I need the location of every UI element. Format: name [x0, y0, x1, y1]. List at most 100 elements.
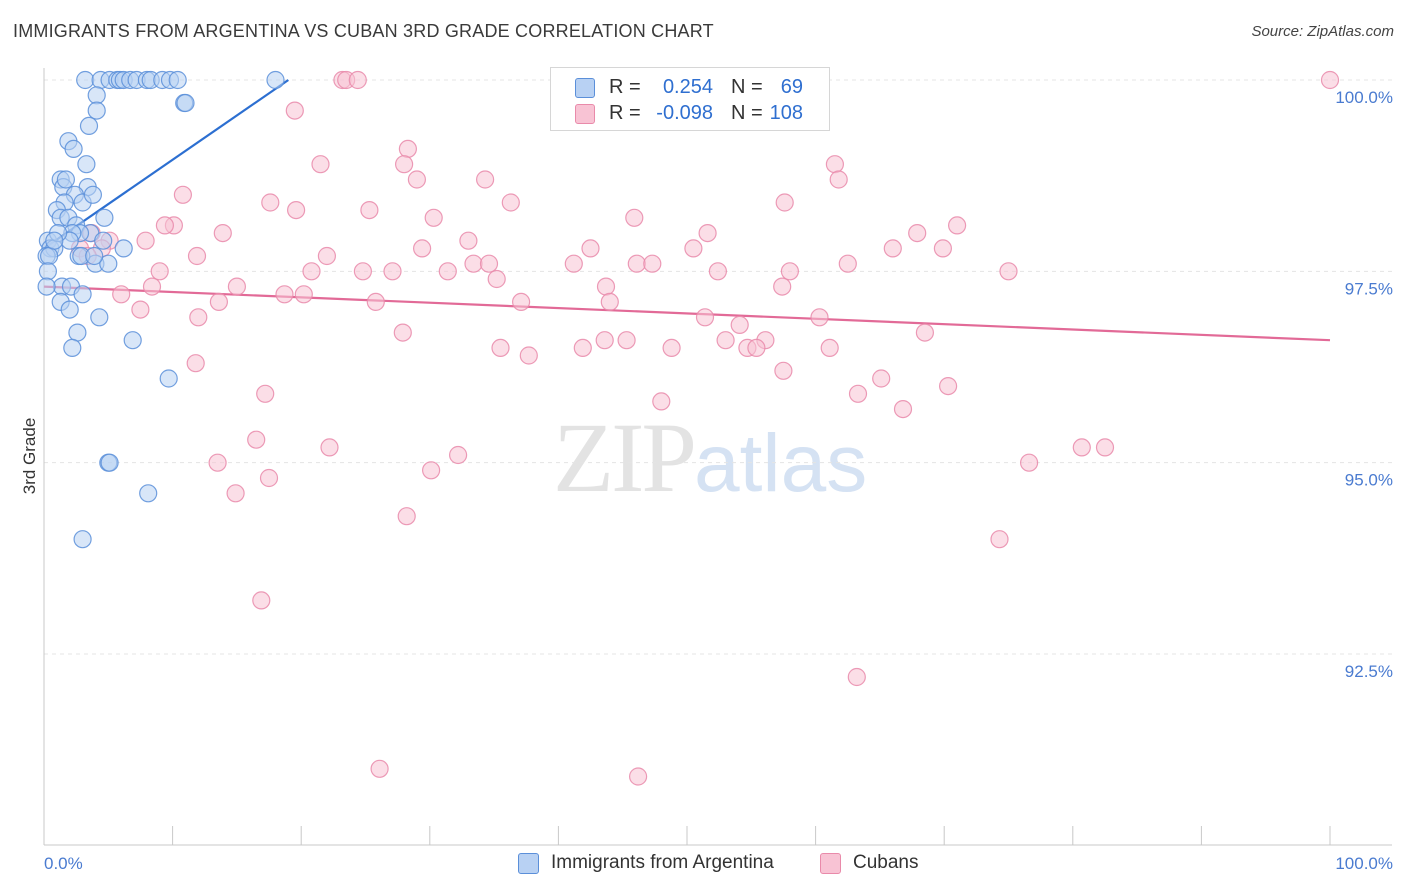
cubans-point: [209, 292, 228, 311]
cubans-point: [213, 224, 232, 243]
x-tick-label-max: 100.0%: [1335, 854, 1393, 873]
cubans-point: [398, 139, 417, 158]
argentina-point: [266, 70, 285, 90]
cubans-point: [459, 231, 478, 250]
x-tick-label-min: 0.0%: [44, 854, 83, 873]
cubans-point: [438, 262, 457, 281]
argentina-point: [123, 331, 142, 350]
cubans-point: [775, 193, 794, 212]
cubans-point: [187, 246, 207, 266]
cubans-point: [227, 277, 246, 296]
cubans-point: [643, 254, 662, 273]
cubans-point: [628, 767, 648, 786]
cubans-point: [208, 453, 227, 472]
argentina-point: [87, 86, 106, 105]
n-label: N =: [731, 102, 763, 124]
cubans-point: [501, 193, 520, 212]
y-tick-label: 92.5%: [1345, 662, 1393, 681]
cubans-point: [595, 331, 614, 350]
watermark-atlas: atlas: [694, 418, 868, 509]
cubans-point: [838, 254, 857, 273]
argentina-swatch: [575, 78, 595, 98]
cubans-point: [652, 392, 671, 411]
argentina-legend-label: Immigrants from Argentina: [551, 852, 774, 873]
cubans-point: [397, 507, 416, 526]
y-tick-label: 100.0%: [1335, 88, 1393, 107]
cubans-point: [829, 170, 848, 189]
argentina-point: [83, 185, 103, 204]
cubans-point: [155, 216, 174, 235]
watermark-zip: ZIP: [553, 402, 697, 513]
cubans-point: [511, 292, 531, 311]
y-axis-label: 3rd Grade: [20, 418, 39, 495]
cubans-point: [366, 292, 385, 311]
grid-layer: [44, 79, 1392, 655]
argentina-point: [39, 246, 59, 266]
argentina-point: [114, 239, 133, 258]
cubans-point: [464, 254, 483, 273]
cubans-point: [698, 224, 717, 243]
n-value: 108: [769, 102, 803, 124]
cubans-point: [625, 208, 644, 227]
cubans-point: [573, 338, 592, 357]
cubans-point: [581, 239, 600, 258]
cubans-point: [780, 262, 800, 281]
cubans-point: [370, 759, 389, 778]
cubans-point: [413, 239, 432, 258]
cubans-point: [136, 231, 155, 250]
argentina-legend-swatch: [518, 853, 539, 874]
cubans-point: [810, 308, 829, 327]
argentina-point: [176, 93, 195, 113]
argentina-point: [45, 231, 64, 250]
watermark: ZIPatlas: [553, 400, 867, 515]
cubans-point: [519, 346, 538, 365]
cubans-point: [259, 468, 279, 488]
label-layer: 100.0% 97.5% 95.0% 92.5% 0.0% 100.0% 3rd Grade: [20, 88, 1393, 873]
trend-layer: [43, 79, 1331, 342]
cubans-point: [872, 369, 891, 388]
r-value: -0.098: [656, 102, 713, 124]
cubans-point: [825, 155, 845, 174]
cubans-point: [684, 239, 703, 258]
cubans-point: [247, 430, 266, 449]
cubans-point: [407, 170, 426, 189]
y-tick-label: 97.5%: [1345, 279, 1393, 298]
argentina-point: [95, 208, 114, 227]
r-label: R =: [609, 76, 641, 98]
argentina-trend-line: [43, 79, 289, 250]
cubans-point: [1072, 438, 1091, 457]
cubans-point: [348, 70, 367, 90]
cubans-point: [883, 239, 902, 258]
cubans-point: [627, 254, 646, 273]
cubans-point: [773, 277, 792, 296]
argentina-point: [100, 453, 119, 472]
cubans-point: [275, 285, 294, 304]
cubans-point: [395, 155, 414, 174]
argentina-point: [56, 170, 76, 189]
n-label: N =: [731, 76, 763, 98]
cubans-point: [173, 185, 192, 204]
cubans-trend-line: [43, 285, 1331, 342]
axis-layer: [43, 68, 1392, 846]
argentina-point: [38, 262, 58, 281]
argentina-point: [60, 300, 79, 319]
cubans-point: [131, 300, 150, 319]
cubans-swatch: [575, 104, 595, 124]
argentina-point: [68, 323, 87, 342]
cubans-point: [189, 308, 208, 327]
cubans-point: [774, 361, 793, 380]
cubans-point: [1320, 70, 1340, 90]
cubans-legend-label: Cubans: [853, 852, 919, 873]
cubans-point: [1019, 453, 1039, 472]
cubans-point: [487, 269, 506, 289]
cubans-point: [383, 262, 402, 281]
cubans-point: [285, 101, 304, 120]
argentina-point: [37, 277, 56, 296]
cubans-point: [424, 208, 443, 227]
cubans-point: [564, 254, 583, 273]
cubans-point: [186, 354, 205, 373]
cubans-point: [747, 338, 766, 357]
cubans-point: [256, 384, 275, 403]
cubans-point: [294, 285, 313, 304]
cubans-point: [820, 338, 839, 357]
